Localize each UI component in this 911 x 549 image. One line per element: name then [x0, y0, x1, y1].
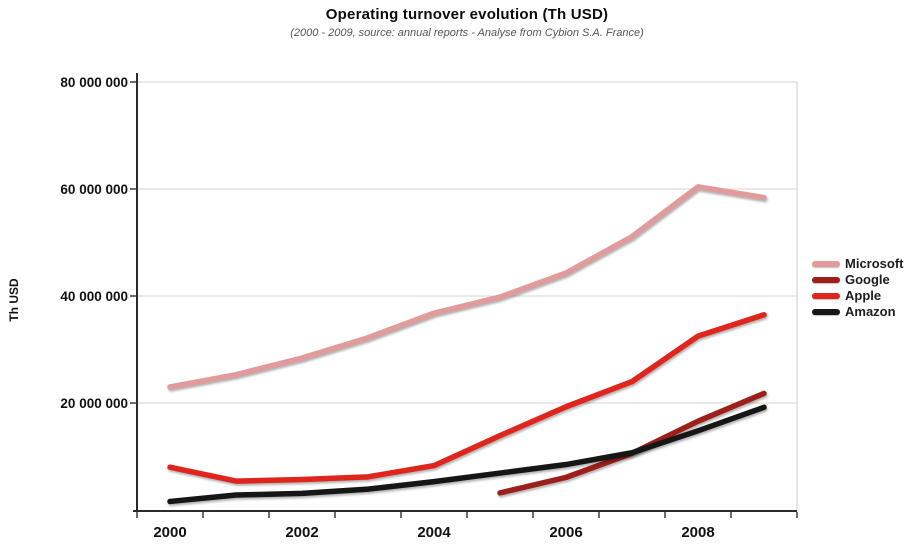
x-axis-tick-label: 2006 [549, 524, 582, 541]
legend-swatch-icon [812, 308, 840, 315]
series-line-amazon [167, 404, 767, 505]
series-line-google [497, 390, 767, 496]
y-axis-tick-label: 20 000 000 [60, 396, 128, 411]
legend-swatch-icon [812, 260, 840, 267]
x-axis-tick-label: 2000 [153, 524, 186, 541]
legend-label: Google [845, 272, 890, 287]
x-axis-tick-label: 2002 [285, 524, 318, 541]
y-axis-tick-label: 60 000 000 [60, 182, 128, 197]
chart-title: Operating turnover evolution (Th USD) [325, 6, 609, 23]
y-axis-tick-label: 80 000 000 [60, 75, 128, 90]
legend-label: Amazon [845, 304, 896, 319]
legend-swatch-icon [812, 292, 840, 299]
legend-label: Microsoft [845, 256, 904, 271]
series-line-microsoft [167, 184, 767, 390]
x-axis-tick-label: 2004 [417, 524, 451, 541]
legend-item-apple: Apple [812, 289, 904, 302]
legend-item-amazon: Amazon [812, 305, 904, 318]
legend-item-google: Google [812, 273, 904, 286]
chart-legend: Microsoft Google Apple Amazon [812, 257, 904, 318]
chart-subtitle: (2000 - 2009, source: annual reports - A… [290, 27, 644, 39]
series-line-apple [167, 311, 767, 484]
legend-swatch-icon [812, 276, 840, 283]
x-axis-tick-label: 2008 [681, 524, 714, 541]
legend-label: Apple [845, 288, 882, 303]
y-axis-tick-label: 40 000 000 [60, 289, 128, 304]
legend-item-microsoft: Microsoft [812, 257, 904, 270]
